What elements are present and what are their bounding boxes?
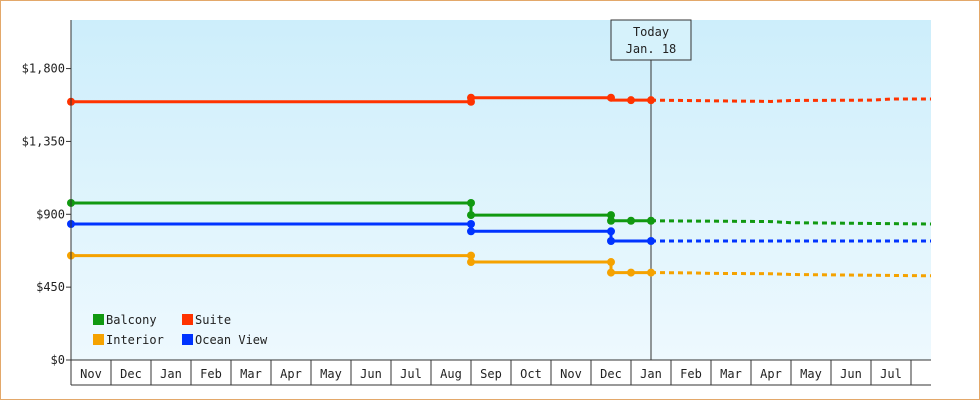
x-tick-label: Aug	[440, 367, 462, 381]
x-tick-label: Mar	[720, 367, 742, 381]
data-point-balcony	[607, 216, 615, 225]
today-label-box	[610, 19, 692, 61]
series-line-interior	[71, 254, 651, 275]
x-tick-label: Mar	[240, 367, 262, 381]
x-tick-label: Jun	[840, 367, 862, 381]
data-point-suite	[627, 96, 635, 105]
series-line-suite	[71, 96, 651, 104]
data-point-interior	[467, 251, 475, 260]
forecast-line-suite	[650, 97, 931, 103]
x-tick-label: Feb	[200, 367, 222, 381]
data-point-ocean-view	[607, 227, 615, 236]
data-point-suite	[467, 93, 475, 102]
x-tick-label: Jun	[360, 367, 382, 381]
x-tick-label: Apr	[760, 367, 782, 381]
x-tick-label: May	[800, 367, 822, 381]
data-point-interior	[627, 268, 635, 277]
x-tick-label: Jan	[640, 367, 662, 381]
data-point-ocean-view	[467, 220, 475, 228]
x-tick-label: Nov	[560, 367, 582, 381]
data-point-balcony	[467, 211, 475, 220]
y-tick-label: $900	[36, 207, 65, 221]
today-date-label: Jan. 18	[626, 42, 677, 56]
data-point-interior	[467, 258, 475, 267]
series-line-ocean-view	[71, 222, 651, 243]
x-tick-label: Sep	[480, 367, 502, 381]
legend-label-balcony: Balcony	[106, 313, 157, 327]
x-tick-label: Oct	[520, 367, 542, 381]
y-tick-label: $450	[36, 280, 65, 294]
x-tick-label: Dec	[600, 367, 622, 381]
data-point-balcony	[467, 198, 475, 207]
y-tick-label: $1,350	[22, 134, 65, 148]
data-point-balcony	[607, 211, 615, 220]
data-point-ocean-view	[467, 227, 475, 236]
x-tick-label: Apr	[280, 367, 302, 381]
data-point-suite	[647, 96, 655, 105]
legend-swatch-suite	[182, 314, 193, 325]
legend-label-suite: Suite	[195, 313, 231, 327]
x-tick-label: Jan	[160, 367, 182, 381]
data-point-balcony	[627, 216, 635, 225]
data-point-ocean-view	[607, 237, 615, 245]
legend-label-interior: Interior	[106, 333, 164, 347]
data-point-balcony	[647, 216, 655, 225]
plot-area	[71, 20, 931, 360]
legend-swatch-interior	[93, 334, 104, 345]
legend-swatch-ocean-view	[182, 334, 193, 345]
data-point-ocean-view	[647, 237, 655, 245]
y-tick-label: $0	[51, 353, 65, 367]
x-tick-label: May	[320, 367, 342, 381]
forecast-line-balcony	[650, 219, 932, 226]
x-tick-label: Nov	[80, 367, 102, 381]
data-point-interior	[647, 268, 655, 277]
legend-label-ocean-view: Ocean View	[195, 333, 268, 347]
data-point-suite	[607, 93, 615, 102]
forecast-line-interior	[650, 271, 932, 278]
data-point-interior	[607, 268, 615, 277]
data-point-interior	[607, 258, 615, 267]
x-tick-label: Jul	[400, 367, 422, 381]
x-tick-label: Jul	[880, 367, 902, 381]
today-label: Today	[633, 25, 669, 39]
y-tick-label: $1,800	[22, 62, 65, 76]
legend-swatch-balcony	[93, 314, 104, 325]
x-tick-label: Feb	[680, 367, 702, 381]
x-tick-label: Dec	[120, 367, 142, 381]
